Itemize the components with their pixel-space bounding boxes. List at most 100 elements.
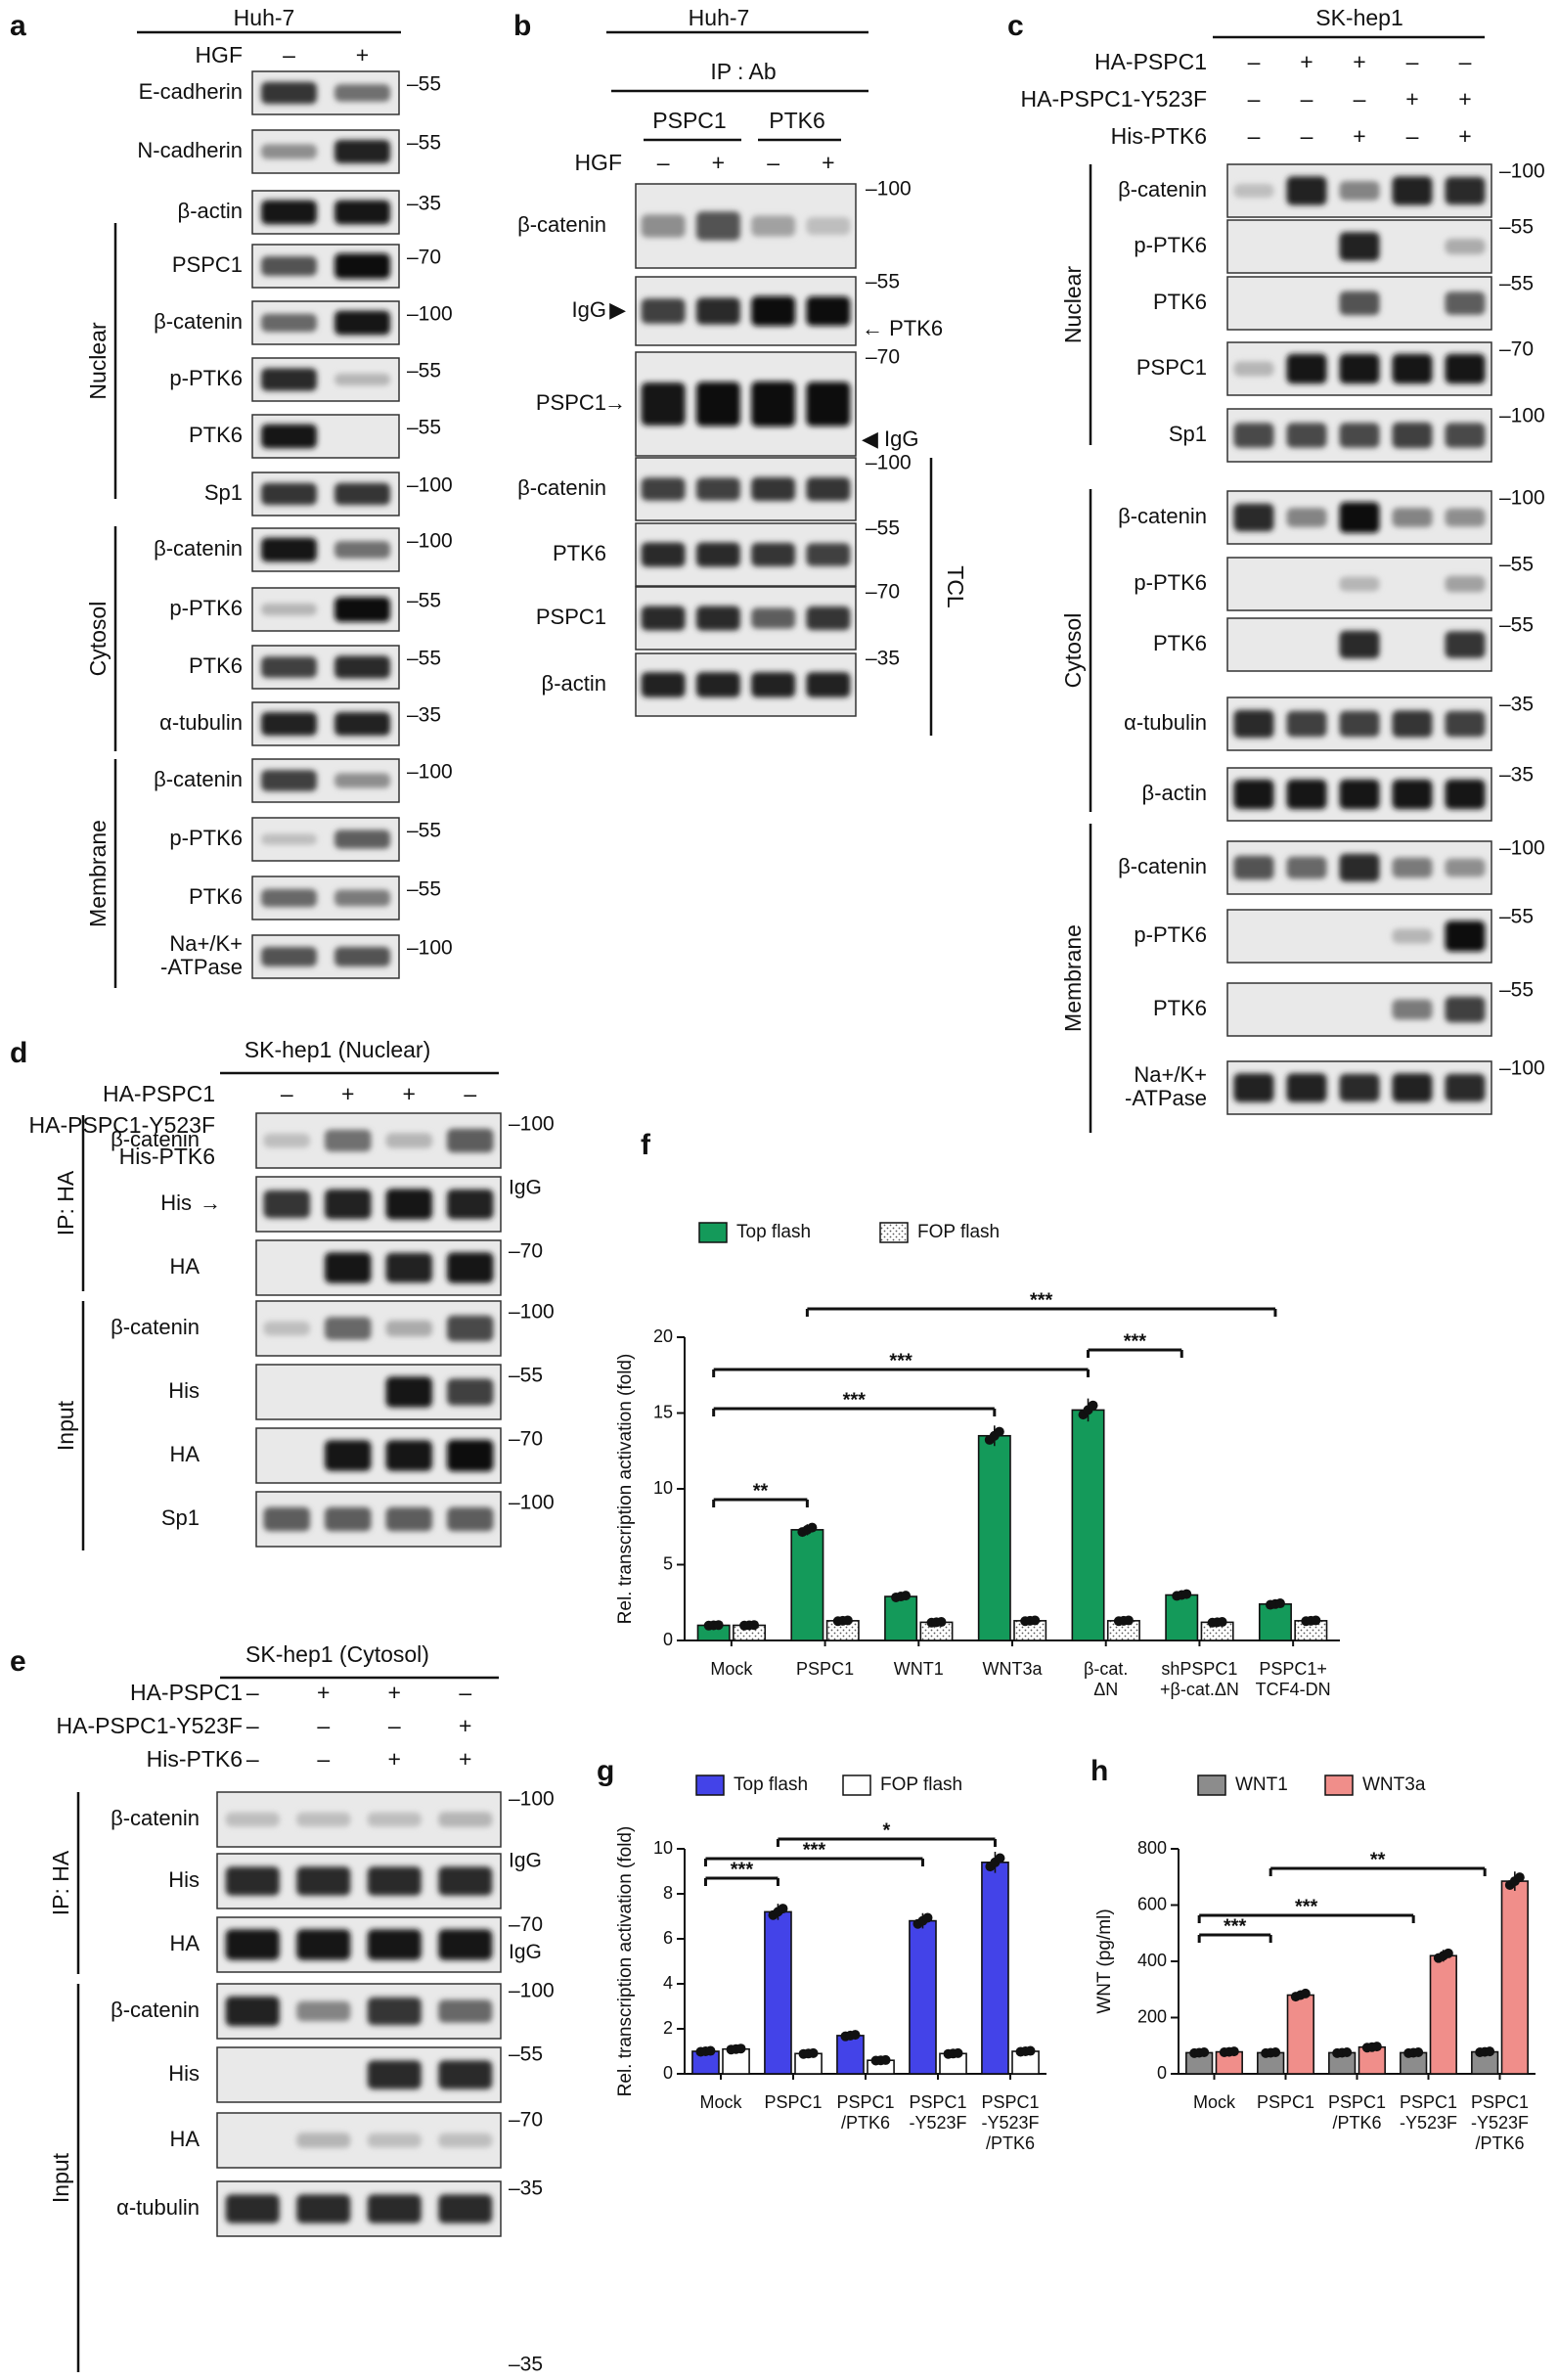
protein-label: HA xyxy=(169,1442,200,1466)
panel-e: HA-PSPC1– + + –HA-PSPC1-Y523F – – – +His-PTK6– –… xyxy=(48,1680,555,2372)
condition-sign: + xyxy=(1353,49,1365,74)
blot-band xyxy=(367,1812,422,1827)
section-label: Cytosol xyxy=(85,602,111,677)
condition-sign: + xyxy=(341,1081,354,1106)
y-tick-label: 800 xyxy=(1137,1838,1167,1858)
data-point xyxy=(808,2047,819,2058)
blot-strip xyxy=(251,190,400,235)
protein-label: HA xyxy=(169,1254,200,1279)
x-tick-label: WNT1 xyxy=(894,1659,944,1679)
blot-band xyxy=(1286,353,1327,384)
mw-marker: –35 xyxy=(509,2354,543,2376)
blot-strip xyxy=(1226,1060,1492,1115)
condition-sign: – xyxy=(1406,49,1419,74)
section-label: Nuclear xyxy=(85,322,111,400)
blot-band xyxy=(447,1128,494,1153)
data-point xyxy=(953,2047,963,2058)
protein-label: α-tubulin xyxy=(116,2195,200,2220)
blot-band xyxy=(263,1506,310,1532)
condition-label: HA-PSPC1 xyxy=(103,1081,215,1106)
blot-band xyxy=(261,424,317,449)
blot-band xyxy=(1286,710,1327,738)
bar xyxy=(977,1434,1011,1641)
protein-label: β-actin xyxy=(542,671,606,696)
blot-band xyxy=(1392,779,1433,810)
condition-sign: – xyxy=(246,1713,259,1738)
protein-label: β-catenin xyxy=(1118,177,1207,202)
blot-strip xyxy=(1226,408,1492,463)
significance-label: * xyxy=(883,1819,891,1841)
blot-band xyxy=(1445,996,1486,1023)
arrow-marker: → xyxy=(604,390,626,415)
legend-swatch xyxy=(879,1222,909,1243)
data-point xyxy=(1030,1615,1041,1626)
y-tick-label: 0 xyxy=(1157,2063,1167,2083)
blot-band xyxy=(385,1320,432,1337)
blot-band xyxy=(695,672,740,697)
protein-label: PTK6 xyxy=(189,653,243,678)
blot-band xyxy=(695,542,740,567)
blot-band xyxy=(367,1997,422,2026)
mw-marker: –100 xyxy=(407,761,453,784)
data-point xyxy=(807,1522,818,1533)
mw-marker: –100 xyxy=(1499,487,1545,510)
bar xyxy=(1286,1994,1314,2075)
mw-marker: –55 xyxy=(407,878,441,901)
data-point xyxy=(880,2054,891,2065)
protein-label: β-catenin xyxy=(111,1127,200,1151)
blot-band xyxy=(261,255,317,277)
blot-band xyxy=(751,607,796,629)
panel-c: HA-PSPC1 – + + – – HA-PSPC1-Y523F – – – + + His-PTK6… xyxy=(1021,49,1545,1133)
blot-band xyxy=(1392,353,1433,384)
condition-sign: – xyxy=(1301,86,1313,112)
blot-band xyxy=(1445,423,1486,448)
protein-label: p-PTK6 xyxy=(169,826,243,850)
blot-band xyxy=(1445,239,1486,254)
band-note: ◀ IgG xyxy=(862,427,919,451)
legend-label: WNT1 xyxy=(1235,1774,1288,1795)
blot-band xyxy=(438,1999,493,2023)
blot-band xyxy=(225,2194,280,2223)
condition-sign: – xyxy=(317,1746,330,1772)
blot-band xyxy=(641,542,686,567)
blot-strip xyxy=(1226,341,1492,396)
protein-label: β-catenin xyxy=(111,1806,200,1830)
blot-band xyxy=(334,310,390,336)
y-tick-label: 4 xyxy=(663,1973,673,1993)
condition-sign: + xyxy=(388,1680,401,1705)
protein-label: PTK6 xyxy=(189,423,243,447)
blot-band xyxy=(325,1317,372,1340)
data-point xyxy=(1514,1872,1525,1883)
bar xyxy=(1165,1594,1199,1641)
blot-strip xyxy=(251,758,400,803)
protein-label: Sp1 xyxy=(204,480,243,505)
x-tick-label: Mock xyxy=(1193,2092,1236,2112)
mw-marker: –70 xyxy=(866,346,900,369)
blot-band xyxy=(1445,353,1486,384)
mw-marker: –70 xyxy=(866,581,900,604)
legend-swatch xyxy=(1197,1774,1226,1796)
mw-marker: –55 xyxy=(509,2043,543,2066)
blot-band xyxy=(695,382,740,427)
blot-strip xyxy=(1226,557,1492,611)
bar xyxy=(836,2035,865,2075)
x-tick-label: PSPC1/PTK6 xyxy=(1328,2092,1386,2133)
section-label: IP: HA xyxy=(53,1170,78,1235)
blot-band xyxy=(1445,176,1486,205)
blot-band xyxy=(296,2194,351,2223)
blot-band xyxy=(296,1866,351,1896)
mw-marker: –35 xyxy=(1499,764,1534,786)
blot-strip xyxy=(216,1853,502,1909)
blot-band xyxy=(806,296,851,326)
cell-line-label: SK-hep1 xyxy=(1315,5,1403,30)
significance-label: *** xyxy=(1030,1289,1053,1311)
blot-band xyxy=(296,1812,351,1827)
chart-g: 0 2 4 6 8 10 Rel. transcription activation (fo… xyxy=(615,1774,1046,2153)
blot-strip xyxy=(216,2046,502,2103)
mw-marker: –100 xyxy=(509,1788,555,1811)
blot-strip xyxy=(1226,767,1492,822)
mw-marker: –70 xyxy=(509,1428,543,1451)
protein-label: His xyxy=(168,2061,200,2086)
mw-marker: –100 xyxy=(1499,837,1545,860)
protein-label: E-cadherin xyxy=(139,79,243,104)
